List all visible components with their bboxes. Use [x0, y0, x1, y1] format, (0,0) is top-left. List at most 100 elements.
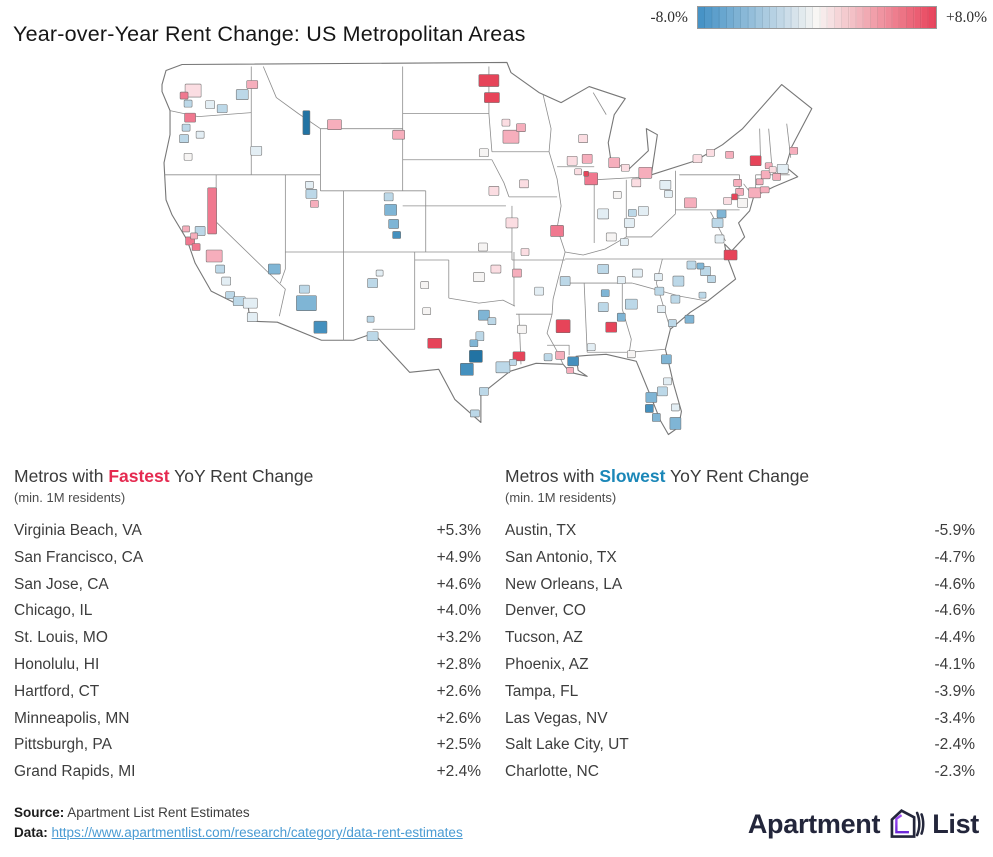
metro-value: -2.3% — [934, 763, 976, 781]
metro-value: +5.3% — [436, 522, 481, 539]
metro-value: +4.9% — [436, 548, 481, 566]
table-row: Minneapolis, MN +2.6% — [14, 706, 481, 733]
metro-region — [488, 186, 500, 196]
legend-color-segment — [914, 7, 922, 28]
ranking-tables: Metros with Fastest YoY Rent Change (min… — [14, 466, 975, 786]
metro-region — [384, 204, 397, 216]
metro-region — [749, 155, 762, 167]
metro-region — [652, 413, 661, 422]
metro-value: +2.4% — [436, 763, 481, 781]
table-row: Grand Rapids, MI +2.4% — [14, 759, 481, 786]
metro-region — [250, 145, 263, 156]
metro-region — [310, 200, 319, 208]
metro-region — [205, 100, 215, 109]
state-border — [592, 92, 607, 115]
metro-region — [388, 219, 399, 229]
metro-region — [470, 409, 480, 418]
metro-region — [246, 80, 259, 89]
legend-color-segment — [849, 7, 857, 28]
metro-region — [772, 173, 781, 181]
state-border — [279, 252, 286, 284]
us-choropleth-map — [158, 50, 890, 452]
metro-region — [478, 242, 488, 252]
table-row: Chicago, IL +4.0% — [14, 598, 481, 625]
legend-color-segment — [762, 7, 771, 28]
metro-value: -4.6% — [934, 602, 976, 620]
legend-color-segment — [907, 7, 915, 28]
footer: Source: Apartment List Rent Estimates Da… — [14, 803, 463, 843]
metro-region — [620, 163, 630, 172]
legend-color-segment — [827, 7, 836, 28]
state-border — [547, 344, 570, 356]
metro-region — [768, 166, 777, 174]
metro-value: +3.2% — [436, 629, 481, 647]
metro-region — [512, 351, 526, 362]
metro-region — [725, 150, 734, 159]
legend-color-segment — [755, 7, 763, 28]
data-line: Data: https://www.apartmentlist.com/rese… — [14, 825, 463, 840]
metro-region — [608, 157, 621, 169]
legend-color-segment — [784, 7, 792, 28]
legend-color-segment — [878, 7, 886, 28]
metro-region — [221, 276, 231, 286]
metro-region — [181, 123, 191, 132]
state-border — [542, 94, 552, 152]
metro-region — [296, 295, 317, 311]
slowest-highlight: Slowest — [599, 466, 666, 486]
metro-region — [597, 302, 609, 312]
data-source-link[interactable]: https://www.apartmentlist.com/research/c… — [51, 825, 463, 840]
legend-color-segment — [799, 7, 807, 28]
legend-color-segment — [835, 7, 843, 28]
table-row: St. Louis, MO +3.2% — [14, 625, 481, 652]
legend-color-segment — [806, 7, 814, 28]
table-row: San Francisco, CA +4.9% — [14, 545, 481, 572]
slowest-table-rows: Austin, TX -5.9% San Antonio, TX -4.7% New O… — [505, 518, 975, 786]
legend-color-segment — [928, 7, 936, 28]
metro-region — [748, 187, 761, 199]
table-row: Tucson, AZ -4.4% — [505, 625, 975, 652]
metro-name: New Orleans, LA — [505, 575, 623, 593]
metro-region — [657, 386, 668, 397]
fastest-table-rows: Virginia Beach, VA +5.3% San Francisco, CA… — [14, 518, 481, 786]
metro-region — [555, 319, 571, 333]
metro-region — [605, 321, 618, 333]
metro-region — [512, 268, 522, 278]
legend-color-segment — [726, 7, 735, 28]
metro-region — [190, 232, 198, 240]
metro-name: Salt Lake City, UT — [505, 736, 629, 754]
metro-region — [716, 209, 727, 219]
metro-region — [216, 104, 228, 113]
metro-value: +2.6% — [436, 709, 481, 727]
metro-region — [600, 289, 610, 297]
metro-region — [760, 170, 771, 180]
metro-region — [383, 192, 394, 202]
metro-region — [501, 118, 511, 127]
metro-region — [566, 367, 574, 374]
legend-color-segment — [813, 7, 821, 28]
legend-color-segment — [791, 7, 800, 28]
metro-region — [183, 99, 193, 108]
metro-region — [723, 249, 738, 261]
table-row: Tampa, FL -3.9% — [505, 679, 975, 706]
metro-region — [625, 298, 638, 310]
fastest-table-subtitle: (min. 1M residents) — [14, 490, 126, 505]
metro-region — [478, 309, 490, 321]
metro-region — [583, 171, 589, 177]
legend-color-segment — [770, 7, 778, 28]
metro-region — [605, 232, 617, 242]
metro-name: Las Vegas, NV — [505, 709, 608, 727]
us-map-svg — [161, 61, 813, 436]
metro-region — [246, 312, 258, 322]
fastest-metros-table: Metros with Fastest YoY Rent Change (min… — [14, 466, 481, 786]
metro-value: +2.6% — [436, 682, 481, 700]
table-row: Virginia Beach, VA +5.3% — [14, 518, 481, 545]
legend-color-segment — [697, 7, 706, 28]
metro-value: +4.6% — [436, 575, 481, 593]
metro-value: -4.6% — [934, 575, 976, 593]
metro-value: +2.8% — [436, 655, 481, 673]
metro-region — [375, 269, 384, 277]
metro-region — [714, 234, 725, 244]
legend-color-segment — [748, 7, 756, 28]
metro-region — [616, 312, 626, 322]
metro-region — [195, 130, 205, 139]
